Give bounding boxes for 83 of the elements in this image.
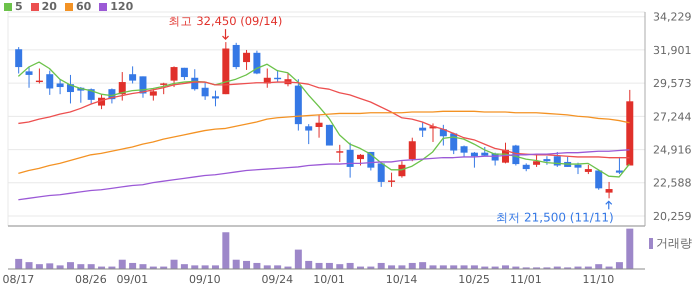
- annotation: 최고 32,450 (09/14): [168, 14, 282, 28]
- bar: [595, 264, 602, 269]
- candlestick: [460, 145, 468, 158]
- bar: [88, 264, 95, 269]
- candlestick: [150, 88, 157, 102]
- bar: [36, 264, 43, 269]
- y-tick-label: 20,259: [653, 210, 692, 223]
- bar: [77, 264, 84, 269]
- candlestick: [56, 78, 64, 95]
- candlestick: [26, 66, 33, 88]
- candlestick: [36, 68, 43, 84]
- bar: [336, 264, 344, 269]
- candlestick: [160, 82, 168, 95]
- y-tick-label: 34,229: [653, 10, 692, 24]
- bar: [222, 232, 230, 269]
- bar: [180, 264, 188, 269]
- candlestick: [388, 172, 396, 188]
- legend-label: 120: [110, 0, 134, 13]
- bar: [66, 262, 74, 269]
- bar: [378, 262, 385, 269]
- candlestick: [46, 70, 54, 96]
- bar: [616, 262, 623, 269]
- candlestick: [606, 181, 613, 199]
- candlestick: [180, 67, 188, 80]
- legend-label: 5: [15, 0, 23, 13]
- bar: [626, 228, 634, 269]
- y-tick-label: 27,244: [653, 110, 692, 124]
- x-tick-label: 09/01: [116, 273, 148, 286]
- bar: [294, 250, 302, 269]
- bar: [232, 260, 240, 269]
- bar: [346, 262, 354, 269]
- x-tick-label: 08/17: [2, 273, 34, 286]
- candlestick: [232, 42, 240, 70]
- bar: [139, 264, 146, 269]
- bar: [316, 262, 323, 269]
- bar: [253, 262, 260, 269]
- y-tick-label: 29,573: [653, 77, 692, 90]
- candlestick: [356, 154, 364, 166]
- x-tick-label: 10/14: [386, 273, 418, 286]
- bar: [408, 262, 416, 269]
- x-tick-label: 11/01: [510, 273, 542, 286]
- legend-label: 거래량: [656, 235, 692, 252]
- legend-label: 20: [42, 0, 57, 13]
- x-tick-label: 09/10: [188, 273, 221, 286]
- candlestick: [170, 66, 178, 88]
- candlestick: [346, 142, 354, 178]
- bar: [129, 262, 136, 269]
- candlestick: [243, 49, 250, 70]
- candlestick: [584, 164, 592, 175]
- x-tick-label: 09/24: [261, 273, 294, 286]
- bar: [419, 262, 426, 269]
- candlestick: [595, 170, 602, 190]
- y-tick-label: 24,916: [653, 143, 692, 156]
- x-tick-label: 10/01: [313, 273, 345, 286]
- candlestick: [378, 162, 385, 188]
- x-tick-label: 11/10: [582, 273, 614, 286]
- candlestick: [533, 154, 540, 168]
- y-tick-label: 31,901: [653, 44, 692, 57]
- candlestick: [129, 66, 136, 84]
- candlestick: [305, 124, 312, 145]
- x-tick-label: 10/25: [458, 273, 490, 286]
- candlestick: [336, 144, 344, 162]
- candlestick: [408, 137, 416, 162]
- candlestick: [419, 121, 426, 138]
- candlestick: [470, 151, 478, 168]
- bar: [15, 258, 22, 269]
- annotation: 최저 21,500 (11/11): [496, 210, 614, 224]
- bar: [326, 262, 333, 269]
- candlestick: [253, 50, 260, 75]
- candlestick: [440, 124, 447, 146]
- bar: [118, 260, 126, 269]
- bar: [26, 262, 33, 269]
- candlestick: [212, 90, 219, 107]
- bar: [243, 260, 250, 269]
- line-series: [18, 110, 630, 174]
- candlestick: [316, 114, 323, 138]
- bar: [305, 260, 312, 269]
- x-tick-label: 08/26: [75, 273, 107, 286]
- bar: [170, 260, 178, 269]
- legend-label: 60: [76, 0, 92, 13]
- candlestick: [202, 82, 209, 100]
- candlestick: [15, 46, 22, 74]
- y-tick-label: 22,588: [653, 176, 692, 190]
